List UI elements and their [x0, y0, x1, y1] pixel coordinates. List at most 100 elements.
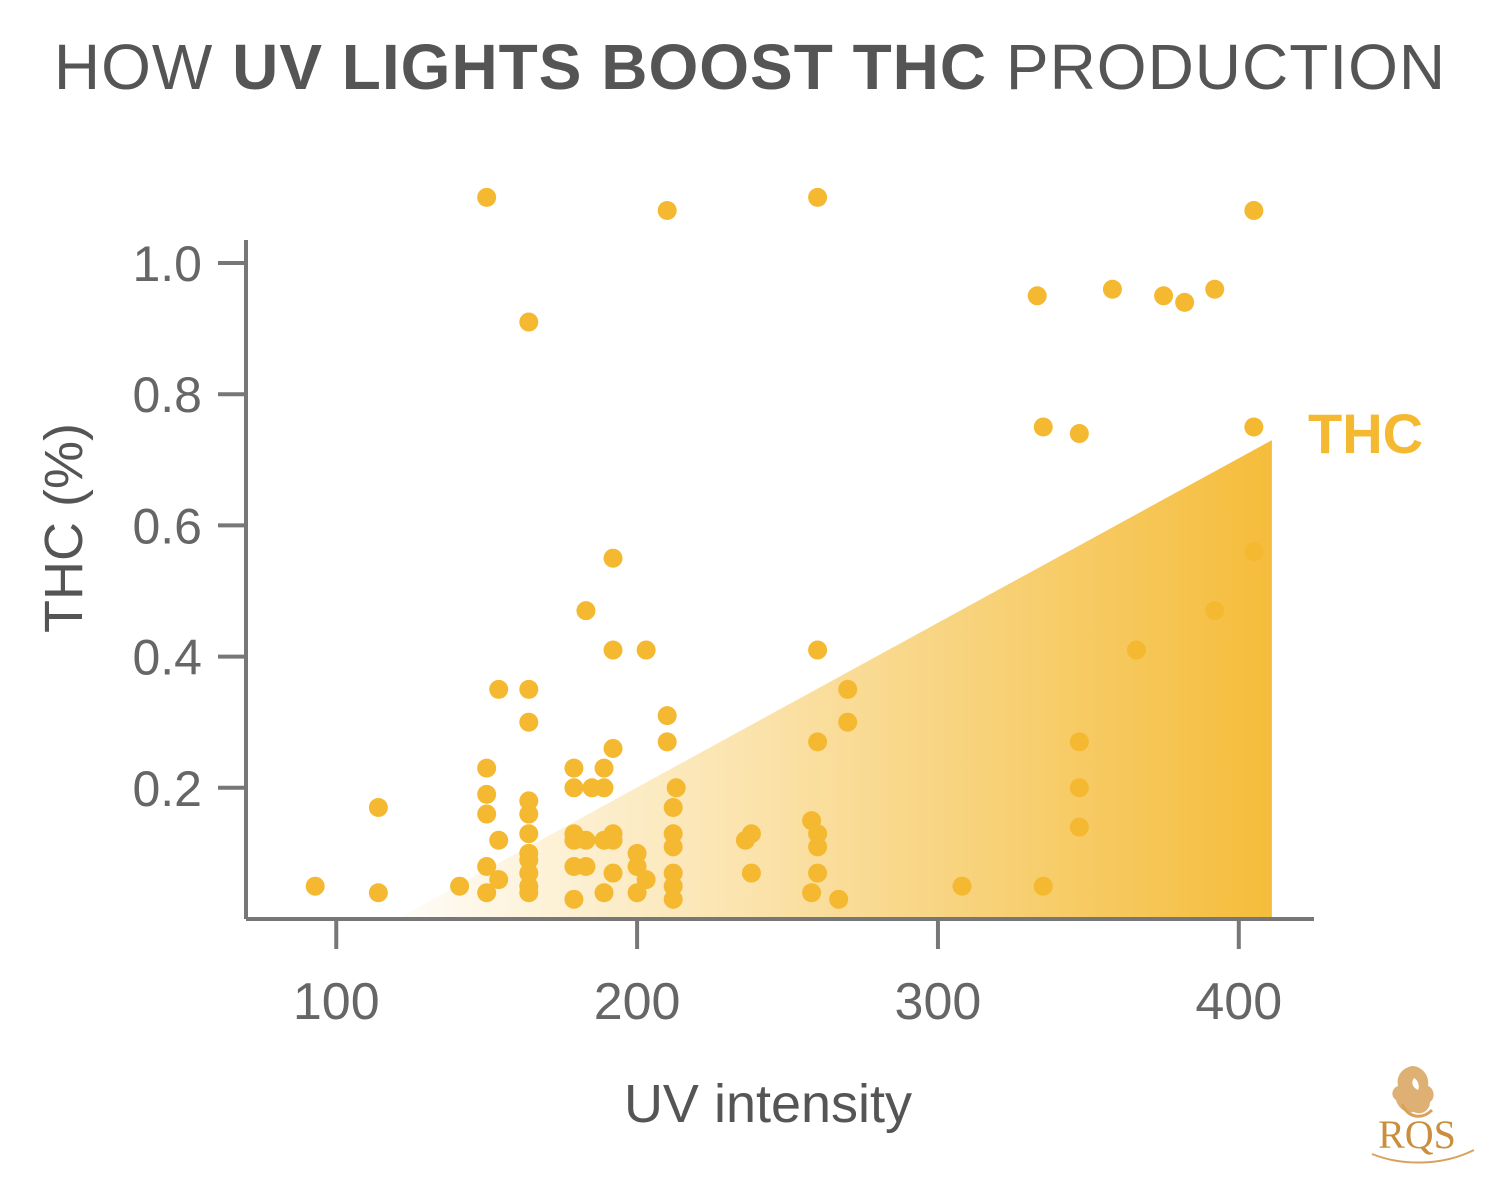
x-tick-label: 200 — [594, 973, 681, 1031]
y-tick-label: 1.0 — [132, 236, 202, 292]
data-point — [594, 758, 614, 778]
data-point — [808, 732, 828, 752]
data-point — [519, 883, 539, 903]
data-point — [519, 863, 539, 883]
data-point — [663, 824, 683, 844]
x-axis-label: UV intensity — [624, 1074, 912, 1134]
logo-text: RQS — [1378, 1112, 1456, 1157]
data-point — [305, 876, 325, 896]
x-tick-label: 100 — [293, 973, 380, 1031]
data-point — [603, 863, 623, 883]
data-point — [663, 797, 683, 817]
data-point — [657, 201, 677, 221]
data-point — [564, 758, 584, 778]
data-point — [838, 712, 858, 732]
x-tick-label: 300 — [895, 973, 982, 1031]
title-part-2: PRODUCTION — [987, 31, 1447, 103]
data-point — [1127, 640, 1147, 660]
data-point — [519, 850, 539, 870]
data-point — [1244, 542, 1264, 562]
data-point — [1175, 292, 1195, 312]
data-point — [663, 889, 683, 909]
thc-series-label: THC — [1308, 402, 1423, 465]
data-point — [519, 679, 539, 699]
data-point — [489, 870, 509, 890]
data-point — [1205, 601, 1225, 621]
data-point — [952, 876, 972, 896]
thc-trend-area — [396, 440, 1272, 919]
data-point — [1033, 876, 1053, 896]
data-point — [1244, 417, 1264, 437]
y-tick-label: 0.2 — [132, 761, 202, 817]
data-point — [1069, 778, 1089, 798]
x-ticks: 100 200 300 400 — [293, 919, 1282, 1031]
data-point — [564, 889, 584, 909]
data-point — [519, 804, 539, 824]
data-point — [489, 830, 509, 850]
data-point — [1069, 732, 1089, 752]
data-point — [1102, 279, 1122, 299]
y-ticks: 0.2 0.4 0.6 0.8 1.0 — [132, 236, 246, 817]
data-point — [489, 679, 509, 699]
data-point — [594, 883, 614, 903]
data-point — [603, 640, 623, 660]
data-point — [808, 187, 828, 207]
data-point — [519, 312, 539, 332]
data-point — [1069, 424, 1089, 444]
y-tick-label: 0.6 — [132, 498, 202, 554]
data-point — [477, 883, 497, 903]
data-point — [477, 187, 497, 207]
data-point — [1205, 279, 1225, 299]
title-part-1: HOW — [53, 31, 233, 103]
data-point — [594, 778, 614, 798]
data-point — [741, 824, 761, 844]
data-point — [603, 548, 623, 568]
data-point — [627, 843, 647, 863]
data-point — [808, 863, 828, 883]
data-point — [519, 791, 539, 811]
data-point — [657, 706, 677, 726]
data-point — [808, 824, 828, 844]
y-axis-label: THC (%) — [34, 423, 94, 633]
title-bold: UV LIGHTS BOOST THC — [232, 31, 988, 103]
data-point — [657, 732, 677, 752]
data-point — [477, 804, 497, 824]
data-point — [663, 876, 683, 896]
rqs-logo: RQS — [1371, 1066, 1475, 1164]
data-point — [636, 870, 656, 890]
data-point — [450, 876, 470, 896]
data-point — [741, 863, 761, 883]
data-point — [636, 640, 656, 660]
data-point — [368, 883, 388, 903]
data-point — [802, 883, 822, 903]
data-point — [576, 601, 596, 621]
data-point — [519, 824, 539, 844]
data-point — [1244, 201, 1264, 221]
data-point — [576, 830, 596, 850]
data-point — [808, 837, 828, 857]
data-point — [603, 738, 623, 758]
chart-title: HOW UV LIGHTS BOOST THC PRODUCTION — [0, 30, 1500, 104]
data-point — [829, 889, 849, 909]
data-point — [666, 778, 686, 798]
data-point — [477, 784, 497, 804]
axes — [244, 240, 1314, 921]
data-point — [663, 837, 683, 857]
data-point — [808, 640, 828, 660]
data-point — [477, 758, 497, 778]
lion-icon — [1392, 1066, 1434, 1114]
data-points — [305, 187, 1264, 909]
x-tick-label: 400 — [1195, 973, 1282, 1031]
y-tick-label: 0.8 — [132, 367, 202, 423]
data-point — [1154, 286, 1174, 306]
y-tick-label: 0.4 — [132, 630, 202, 686]
data-point — [838, 679, 858, 699]
data-point — [519, 712, 539, 732]
data-point — [1033, 417, 1053, 437]
data-point — [564, 778, 584, 798]
data-point — [1027, 286, 1047, 306]
data-point — [1069, 817, 1089, 837]
data-point — [576, 857, 596, 877]
data-point — [603, 830, 623, 850]
